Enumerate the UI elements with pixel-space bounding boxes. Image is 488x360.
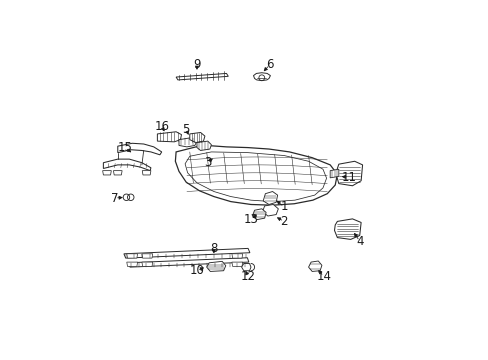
Polygon shape [231,262,242,266]
Polygon shape [262,204,278,216]
Text: 12: 12 [240,270,255,283]
Polygon shape [253,73,270,81]
Polygon shape [252,209,265,220]
Polygon shape [185,152,326,202]
Polygon shape [176,73,228,80]
Polygon shape [142,254,152,258]
Polygon shape [189,132,204,143]
Text: 13: 13 [243,213,258,226]
Text: 14: 14 [316,270,330,283]
Polygon shape [142,171,151,175]
Polygon shape [102,171,111,175]
Polygon shape [118,143,162,155]
Text: 2: 2 [280,215,287,228]
Polygon shape [334,219,361,239]
Polygon shape [113,171,122,175]
Polygon shape [263,192,277,204]
Text: 10: 10 [189,264,204,277]
Polygon shape [231,254,242,258]
Polygon shape [128,258,248,267]
Polygon shape [175,146,337,205]
Polygon shape [206,261,225,271]
Polygon shape [197,141,211,150]
Text: 5: 5 [182,123,189,136]
Polygon shape [241,264,250,271]
Polygon shape [126,254,137,258]
Text: 8: 8 [210,242,217,255]
Polygon shape [179,138,197,147]
Text: 6: 6 [265,58,273,71]
Text: 3: 3 [203,156,211,169]
Polygon shape [157,132,181,142]
Polygon shape [103,159,151,171]
Polygon shape [329,169,338,178]
Text: 16: 16 [154,120,169,133]
Polygon shape [123,248,249,258]
Text: 1: 1 [280,201,287,213]
Text: 4: 4 [355,235,363,248]
Polygon shape [308,261,321,271]
Polygon shape [126,262,137,266]
Text: 7: 7 [111,192,119,204]
Text: 9: 9 [193,58,200,71]
Text: 11: 11 [341,171,356,184]
Text: 15: 15 [117,141,132,154]
Polygon shape [142,262,152,266]
Polygon shape [336,161,362,186]
